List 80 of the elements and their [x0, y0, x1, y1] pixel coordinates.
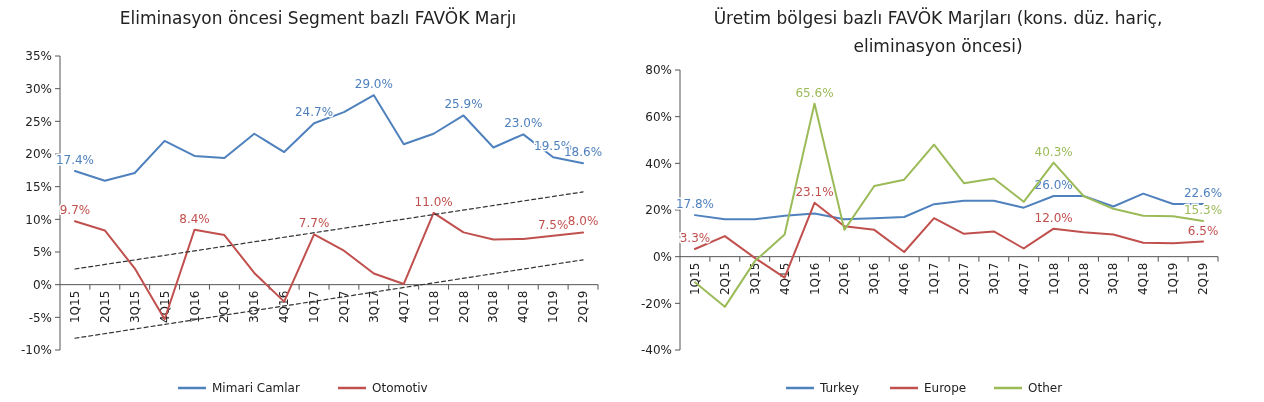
y-tick-label: -10% [20, 343, 52, 358]
data-label: 25.9% [444, 97, 483, 112]
x-tick-label: 1Q17 [307, 290, 322, 324]
data-label: 7.5% [537, 217, 569, 232]
x-tick-label: 1Q15 [67, 290, 82, 324]
y-tick-label: 0% [32, 277, 52, 292]
x-tick-label: 2Q19 [576, 290, 591, 324]
x-tick-label: 2Q16 [217, 290, 232, 324]
x-tick-label: 4Q17 [1016, 262, 1031, 296]
y-tick-label: 10% [25, 212, 52, 227]
x-tick-label: 1Q18 [1046, 262, 1061, 296]
data-label: 29.0% [354, 77, 393, 92]
y-tick-label: 20% [645, 203, 672, 218]
data-label: 6.5% [1187, 223, 1219, 238]
x-tick-label: 3Q17 [366, 290, 381, 324]
legend-label: Mimari Camlar [212, 381, 300, 396]
data-label: 24.7% [294, 105, 334, 120]
chart-title: Eliminasyon öncesi Segment bazlı FAVÖK Marjı [119, 7, 517, 28]
data-label: 23.0% [504, 116, 543, 131]
x-tick-label: 1Q19 [1166, 262, 1181, 296]
data-label: 11.0% [414, 194, 453, 209]
x-tick-label: 1Q18 [426, 290, 441, 324]
y-tick-label: -40% [640, 343, 672, 358]
x-tick-label: 4Q18 [516, 290, 531, 324]
data-label: 8.0% [567, 214, 599, 229]
data-label: 15.3% [1183, 202, 1223, 217]
legend-label: Otomotiv [372, 381, 428, 396]
y-tick-label: 5% [32, 245, 52, 260]
x-tick-label: 3Q16 [867, 262, 882, 296]
data-label: 3.3% [679, 230, 711, 245]
x-tick-label: 2Q18 [1076, 262, 1091, 296]
x-tick-label: 1Q19 [546, 290, 561, 324]
y-tick-label: 25% [25, 114, 52, 129]
legend-label: Turkey [819, 381, 860, 396]
x-tick-label: 2Q15 [717, 262, 732, 296]
y-tick-label: 60% [645, 109, 672, 124]
x-tick-label: 3Q18 [1106, 262, 1121, 296]
legend-label: Other [1028, 381, 1063, 396]
x-tick-label: 4Q17 [396, 290, 411, 324]
x-tick-label: 4Q16 [277, 290, 292, 324]
y-tick-label: -20% [640, 296, 672, 311]
data-label: 40.3% [1034, 144, 1073, 159]
x-tick-label: 2Q18 [456, 290, 471, 324]
x-tick-label: 2Q16 [837, 262, 852, 296]
y-tick-label: 20% [25, 147, 52, 162]
x-tick-label: 3Q15 [127, 290, 142, 324]
x-tick-label: 1Q16 [807, 262, 822, 296]
data-label: 23.1% [795, 184, 834, 199]
x-tick-label: 1Q17 [927, 262, 942, 296]
x-tick-label: 3Q18 [486, 290, 501, 324]
x-tick-label: 2Q17 [956, 262, 971, 296]
x-tick-label: 3Q17 [986, 262, 1001, 296]
x-tick-label: 2Q19 [1196, 262, 1211, 296]
data-label: 12.0% [1034, 210, 1073, 225]
legend-label: Europe [924, 381, 967, 396]
y-tick-label: -5% [28, 310, 52, 325]
y-tick-label: 40% [645, 156, 672, 171]
data-label: 7.7% [298, 216, 330, 231]
x-tick-label: 4Q18 [1136, 262, 1151, 296]
y-tick-label: 30% [25, 81, 52, 96]
y-tick-label: 35% [25, 49, 52, 64]
data-label: 9.7% [59, 203, 91, 218]
data-label: 22.6% [1183, 185, 1223, 200]
data-label: 65.6% [795, 85, 834, 100]
y-tick-label: 0% [652, 249, 672, 264]
x-tick-label: 4Q16 [897, 262, 912, 296]
x-tick-label: 3Q15 [747, 262, 762, 296]
data-label: 17.4% [55, 152, 95, 167]
x-tick-label: 1Q16 [187, 290, 202, 324]
y-tick-label: 15% [25, 179, 52, 194]
data-label: 26.0% [1034, 178, 1073, 192]
x-tick-label: 4Q15 [777, 262, 792, 296]
x-tick-label: 2Q15 [97, 290, 112, 324]
x-tick-label: 2Q17 [336, 290, 351, 324]
x-tick-label: 1Q15 [687, 262, 702, 296]
data-label: 8.4% [179, 211, 210, 226]
chart-title: Üretim bölgesi bazlı FAVÖK Marjları (kons. düz. hariç, eliminasyon öncesi) [713, 7, 1163, 56]
data-label: 17.8% [675, 197, 715, 212]
x-tick-label: 3Q16 [247, 290, 262, 324]
y-tick-label: 80% [645, 63, 672, 78]
